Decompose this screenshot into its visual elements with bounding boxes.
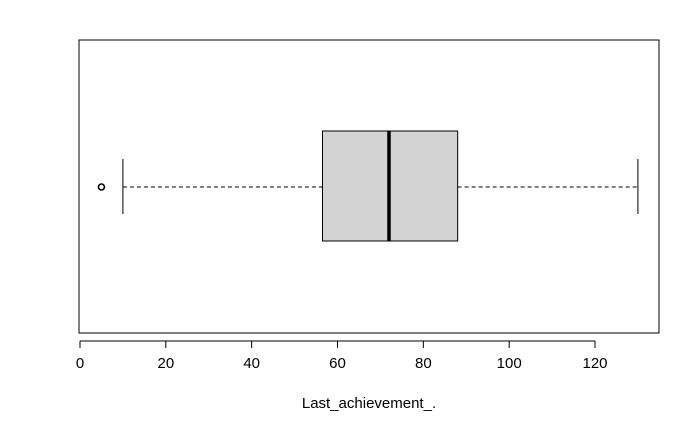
x-tick-label: 80	[415, 355, 432, 372]
outlier-point	[97, 183, 106, 191]
x-axis: 0 20 40 60 80 100 120	[76, 340, 608, 372]
x-tick-label: 60	[329, 355, 346, 372]
outliers	[97, 183, 106, 191]
x-tick-label: 100	[497, 355, 522, 372]
box-group	[97, 130, 639, 242]
plot-frame	[78, 39, 660, 334]
x-ticks: 0 20 40 60 80 100 120	[76, 341, 608, 372]
x-tick-label: 20	[157, 355, 174, 372]
x-tick-label: 120	[582, 355, 607, 372]
x-tick-label: 40	[243, 355, 260, 372]
x-axis-title: Last_achievement_.	[302, 395, 436, 412]
x-tick-label: 0	[76, 355, 84, 372]
